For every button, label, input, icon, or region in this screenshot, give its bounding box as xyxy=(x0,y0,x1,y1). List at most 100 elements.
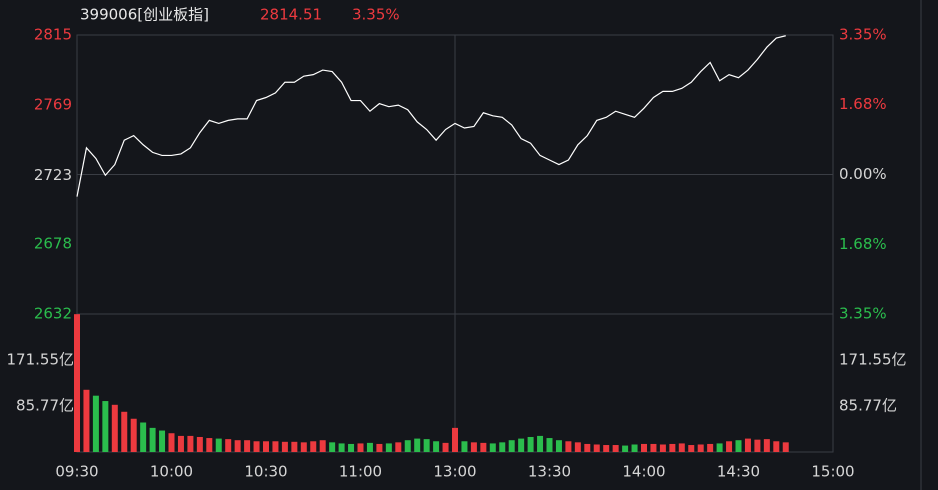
volume-bar xyxy=(187,435,194,452)
volume-bar xyxy=(480,442,487,452)
volume-bar xyxy=(244,440,251,452)
volume-bar xyxy=(555,440,562,452)
volume-bar xyxy=(291,441,298,452)
volume-bar xyxy=(744,438,751,452)
volume-bar xyxy=(281,441,288,452)
volume-bar xyxy=(414,438,421,452)
volume-bar xyxy=(565,441,572,452)
volume-bar xyxy=(385,443,392,452)
volume-tick-label: 85.77亿 xyxy=(16,397,74,415)
volume-bar xyxy=(83,389,90,452)
price-line xyxy=(76,35,786,197)
volume-bar xyxy=(433,441,440,452)
volume-bar xyxy=(489,443,496,452)
volume-bar xyxy=(338,443,345,452)
volume-bar xyxy=(111,404,118,452)
volume-bar xyxy=(121,411,128,452)
y-tick-label: 2632 xyxy=(34,305,72,323)
volume-tick-label: 171.55亿 xyxy=(7,350,75,368)
volume-bar xyxy=(177,435,184,452)
x-tick-label: 10:00 xyxy=(150,463,193,481)
volume-bar xyxy=(622,445,629,452)
volume-bar xyxy=(395,442,402,452)
x-tick-label: 15:00 xyxy=(811,463,854,481)
volume-bar xyxy=(659,444,666,452)
volume-bar xyxy=(74,314,80,452)
volume-bar xyxy=(754,439,761,452)
volume-bar xyxy=(763,439,770,452)
volume-bar xyxy=(404,440,411,452)
volume-bar xyxy=(348,443,355,452)
volume-tick-label: 85.77亿 xyxy=(839,397,897,415)
volume-bar xyxy=(612,445,619,452)
volume-bar xyxy=(366,442,373,452)
volume-bar xyxy=(678,443,685,452)
x-tick-label: 13:00 xyxy=(433,463,476,481)
last-price: 2814.51 xyxy=(260,6,322,24)
y2-tick-label: 0.00% xyxy=(839,165,887,183)
x-tick-label: 10:30 xyxy=(244,463,287,481)
x-tick-label: 14:30 xyxy=(717,463,760,481)
x-tick-label: 14:00 xyxy=(622,463,665,481)
volume-bar xyxy=(716,443,723,452)
volume-bar xyxy=(470,442,477,452)
x-tick-label: 11:00 xyxy=(339,463,382,481)
y-tick-label: 2769 xyxy=(34,96,72,114)
volume-bar xyxy=(707,443,714,452)
x-tick-label: 09:30 xyxy=(55,463,98,481)
volume-bar xyxy=(234,440,241,452)
volume-bar xyxy=(357,443,364,452)
volume-bar xyxy=(442,442,449,452)
volume-bar xyxy=(593,444,600,452)
volume-bar xyxy=(697,444,704,452)
volume-bar xyxy=(130,418,137,452)
y2-tick-label: 3.35% xyxy=(839,305,887,323)
volume-bar xyxy=(206,438,213,452)
volume-bar xyxy=(300,442,307,452)
volume-bar xyxy=(527,436,534,452)
volume-bar xyxy=(452,427,458,452)
volume-bar xyxy=(773,441,780,452)
volume-bar xyxy=(253,441,260,452)
volume-bar xyxy=(508,440,515,452)
volume-bar xyxy=(310,441,317,452)
chart-title: 399006[创业板指] xyxy=(80,6,209,24)
y2-tick-label: 1.68% xyxy=(839,95,887,113)
volume-bar xyxy=(669,443,676,452)
volume-bar xyxy=(423,439,430,452)
volume-tick-label: 171.55亿 xyxy=(839,350,907,368)
volume-bar xyxy=(546,438,553,452)
volume-bar xyxy=(272,441,279,452)
volume-bar xyxy=(688,445,695,452)
volume-bar xyxy=(782,442,789,452)
x-tick-label: 13:30 xyxy=(528,463,571,481)
volume-bar xyxy=(215,438,222,452)
y-tick-label: 2678 xyxy=(34,234,72,252)
volume-bar xyxy=(641,443,647,452)
volume-bar xyxy=(726,441,733,452)
volume-bar xyxy=(461,441,468,452)
y2-tick-label: 1.68% xyxy=(839,235,887,253)
volume-bar xyxy=(603,445,610,452)
volume-bar xyxy=(92,395,99,452)
y-tick-label: 2723 xyxy=(34,166,72,184)
volume-bar xyxy=(319,440,326,452)
y-tick-label: 2815 xyxy=(34,26,72,44)
volume-bar xyxy=(537,435,544,452)
volume-bar xyxy=(584,443,591,452)
volume-bar xyxy=(225,439,232,452)
volume-bar xyxy=(263,441,269,452)
volume-bar xyxy=(159,430,166,452)
volume-bar xyxy=(196,436,203,452)
volume-bar xyxy=(140,422,147,452)
y2-tick-label: 3.35% xyxy=(839,26,887,44)
change-pct: 3.35% xyxy=(352,6,400,24)
volume-bar xyxy=(650,443,657,452)
volume-bar xyxy=(102,401,109,452)
volume-bar xyxy=(518,438,525,452)
volume-bar xyxy=(329,442,336,452)
volume-bar xyxy=(376,443,383,452)
volume-bar xyxy=(168,433,175,452)
